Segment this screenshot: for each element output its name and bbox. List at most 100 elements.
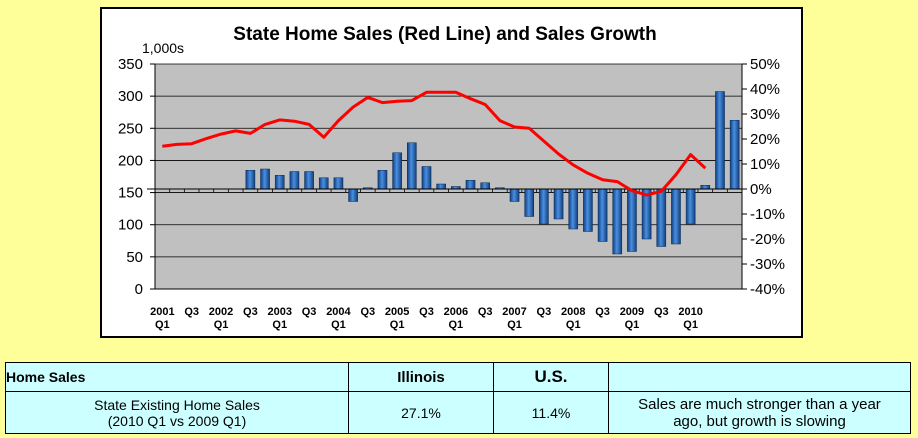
growth-bar bbox=[553, 188, 564, 220]
left-tick-label: 50 bbox=[126, 249, 143, 266]
right-tick-label: -10% bbox=[750, 206, 785, 223]
right-tick-label: 20% bbox=[750, 131, 780, 148]
x-label-bottom: Q1 bbox=[507, 319, 522, 331]
growth-bar bbox=[318, 177, 329, 190]
growth-bar bbox=[304, 171, 314, 190]
row-label-line1: State Existing Home Sales bbox=[94, 396, 260, 413]
left-tick-label: 150 bbox=[118, 185, 143, 202]
left-tick-label: 250 bbox=[118, 120, 143, 137]
growth-bar bbox=[583, 188, 593, 232]
left-tick-label: 200 bbox=[118, 152, 143, 169]
x-label-bottom: Q1 bbox=[155, 319, 170, 331]
table-header-row: Home Sales Illinois U.S. bbox=[5, 362, 911, 392]
x-label-bottom: Q1 bbox=[448, 319, 463, 331]
growth-bar bbox=[597, 188, 608, 242]
header-illinois: Illinois bbox=[348, 362, 494, 392]
header-us: U.S. bbox=[493, 362, 609, 392]
right-tick-label: -20% bbox=[750, 231, 785, 248]
x-label-top: Q3 bbox=[184, 306, 199, 318]
row-label-line2: (2010 Q1 vs 2009 Q1) bbox=[107, 412, 247, 429]
x-label-top: 2008 bbox=[561, 306, 585, 318]
growth-bar bbox=[392, 152, 402, 190]
x-label-top: 2010 bbox=[678, 306, 702, 318]
x-label-top: 2002 bbox=[209, 306, 233, 318]
right-tick-label: -40% bbox=[750, 281, 785, 298]
x-label-top: 2004 bbox=[326, 306, 351, 318]
plot-area bbox=[155, 64, 742, 289]
left-tick-label: 100 bbox=[118, 217, 143, 234]
row-comment: Sales are much stronger than a year ago,… bbox=[608, 391, 911, 434]
left-tick-label: 0 bbox=[135, 281, 143, 298]
sales-line bbox=[162, 90, 707, 197]
right-tick-label: 10% bbox=[750, 156, 780, 173]
row-us-value: 11.4% bbox=[493, 391, 609, 434]
x-label-top: Q3 bbox=[478, 306, 493, 318]
x-label-top: Q3 bbox=[537, 306, 552, 318]
right-tick-label: 50% bbox=[750, 56, 780, 73]
x-label-top: 2005 bbox=[385, 306, 409, 318]
growth-bar bbox=[539, 188, 549, 225]
x-label-bottom: Q1 bbox=[272, 319, 287, 331]
growth-bar bbox=[348, 188, 358, 202]
x-label-top: 2003 bbox=[267, 306, 291, 318]
x-label-top: Q3 bbox=[302, 306, 317, 318]
growth-bar bbox=[656, 188, 667, 247]
growth-bar bbox=[671, 188, 681, 245]
growth-bars bbox=[245, 91, 740, 255]
right-tick-label: 30% bbox=[750, 106, 780, 123]
x-label-bottom: Q1 bbox=[214, 319, 229, 331]
row-comment-line2: ago, but growth is slowing bbox=[673, 412, 846, 430]
left-tick-label: 350 bbox=[118, 56, 143, 73]
growth-bar bbox=[333, 177, 344, 190]
growth-bar bbox=[436, 183, 446, 190]
sales-chart: State Home Sales (Red Line) and Sales Gr… bbox=[118, 24, 785, 331]
growth-bar bbox=[627, 188, 637, 252]
x-label-bottom: Q1 bbox=[683, 319, 698, 331]
x-label-top: 2007 bbox=[502, 306, 526, 318]
axes bbox=[147, 64, 743, 290]
growth-bar bbox=[377, 170, 388, 190]
growth-bar bbox=[700, 185, 711, 190]
chart-frame: State Home Sales (Red Line) and Sales Gr… bbox=[100, 7, 803, 338]
x-label-top: Q3 bbox=[243, 306, 258, 318]
x-label-top: Q3 bbox=[419, 306, 434, 318]
x-label-bottom: Q1 bbox=[390, 319, 405, 331]
x-label-bottom: Q1 bbox=[625, 319, 640, 331]
summary-table: Home Sales Illinois U.S. State Existing … bbox=[5, 362, 911, 434]
row-illinois-value: 27.1% bbox=[348, 391, 494, 434]
gridlines bbox=[155, 63, 742, 258]
growth-bar bbox=[289, 171, 300, 190]
left-axis-ticks: 0 50 100 150 200 250 300 350 bbox=[118, 56, 155, 298]
x-label-bottom: Q1 bbox=[566, 319, 581, 331]
x-label-top: Q3 bbox=[360, 306, 375, 318]
header-home-sales: Home Sales bbox=[5, 362, 349, 392]
growth-bar bbox=[729, 120, 740, 190]
growth-bar bbox=[568, 188, 579, 230]
right-tick-label: 40% bbox=[750, 81, 780, 98]
x-label-top: Q3 bbox=[654, 306, 669, 318]
growth-bar bbox=[509, 188, 520, 202]
growth-bar bbox=[480, 182, 490, 190]
growth-bar bbox=[421, 166, 432, 190]
right-tick-label: 0% bbox=[750, 181, 772, 198]
x-label-bottom: Q1 bbox=[331, 319, 346, 331]
growth-bar bbox=[465, 180, 476, 190]
growth-bar bbox=[524, 188, 535, 217]
growth-bar bbox=[612, 188, 623, 255]
right-tick-label: -30% bbox=[750, 256, 785, 273]
x-label-top: 2006 bbox=[444, 306, 468, 318]
growth-bar bbox=[274, 175, 285, 190]
row-comment-line1: Sales are much stronger than a year bbox=[638, 395, 881, 413]
row-label: State Existing Home Sales (2010 Q1 vs 20… bbox=[5, 391, 349, 434]
chart-title: State Home Sales (Red Line) and Sales Gr… bbox=[233, 24, 656, 45]
table-row: State Existing Home Sales (2010 Q1 vs 20… bbox=[5, 391, 911, 434]
left-tick-label: 300 bbox=[118, 88, 143, 105]
growth-bar bbox=[685, 188, 696, 225]
growth-bar bbox=[407, 142, 417, 190]
growth-bar bbox=[245, 170, 256, 190]
x-label-top: 2009 bbox=[620, 306, 644, 318]
right-axis-ticks: -40% -30% -20% -10% 0% 10% 20% 30% 40% 50% bbox=[742, 56, 785, 298]
header-blank bbox=[608, 362, 911, 392]
growth-bar bbox=[260, 168, 270, 190]
